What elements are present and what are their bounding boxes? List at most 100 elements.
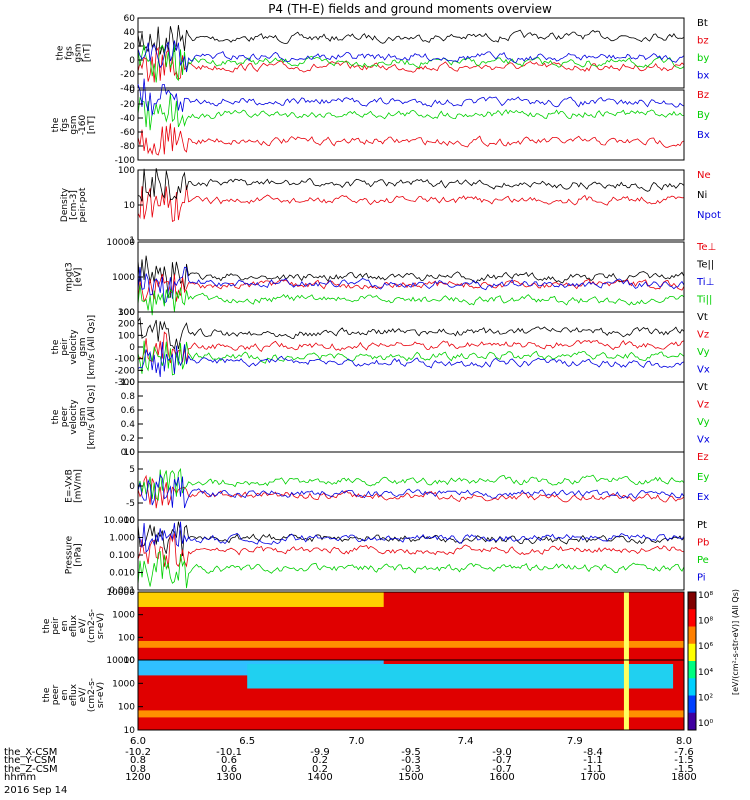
series-line-2 — [137, 331, 685, 364]
x-tick-label: -9.5 — [401, 747, 421, 758]
y-tick-label: 1 — [129, 236, 135, 246]
y-tick-label: 1.000 — [109, 534, 135, 544]
x-row-label: the_Y-CSM — [4, 755, 56, 766]
panel-2: 0 -20 -40 -60 -80 -100 the fgs gsm -160 [nT] Bz By Bx — [51, 78, 710, 166]
y-tick-label: 20 — [124, 42, 136, 52]
legend-entry: Ne — [697, 170, 711, 181]
colorbar-segment — [688, 678, 696, 696]
y-tick-label: 0.0 — [121, 448, 136, 458]
y-axis-label: peir — [51, 617, 61, 635]
y-tick-label: -100 — [115, 355, 136, 365]
panel-frame — [137, 89, 685, 161]
panel-9: 10000 1000 100 10 the peir en eflux eV/(cm2-s-sr… — [42, 588, 685, 666]
y-tick-label: 0.6 — [121, 406, 136, 416]
y-tick-label: -5 — [126, 499, 135, 509]
y-axis-label: en — [60, 620, 70, 631]
y-tick-label: -80 — [120, 142, 135, 152]
legend-entry: Te|| — [696, 260, 714, 271]
y-axis-label: peir-pot — [78, 187, 88, 222]
panel-10: 10000 1000 100 10 the peer en eflux eV/(cm2-s-sr… — [42, 656, 685, 736]
y-tick-label: 0.2 — [121, 434, 135, 444]
legend-entry: Ti⊥ — [696, 277, 714, 288]
x-tick-label: 6.0 — [130, 736, 146, 747]
y-tick-label: -300 — [115, 378, 136, 388]
x-row-label: hhmm — [4, 772, 36, 783]
series-line-3 — [137, 266, 685, 304]
legend-entry: Vt — [697, 382, 708, 393]
y-tick-label: 1000 — [112, 273, 135, 283]
x-axis-labels: 6.0 6.5 7.0 7.4 7.9 8.0 the_X-CSM -10.2 -10.1 -9.… — [4, 736, 697, 796]
y-axis-label: [nT] — [87, 116, 97, 134]
y-axis-label: eV/ — [78, 687, 88, 703]
legend-entry: Vy — [697, 417, 710, 428]
colorbar-frame — [687, 591, 697, 731]
panel-7: 10 5 0 -5 -10 E=-VxB [mV/m] Ez Ey Ex — [65, 448, 710, 526]
x-tick-label: 7.0 — [348, 736, 364, 747]
y-axis-label: velocity — [69, 329, 79, 365]
x-tick-label: -9.0 — [492, 747, 512, 758]
series-line-1 — [137, 25, 685, 55]
series-line-1 — [137, 474, 685, 509]
y-axis-label: gsm — [69, 115, 79, 134]
y-axis-label: Pressure — [65, 535, 75, 574]
y-axis-label: [mV/m] — [74, 469, 84, 503]
y-axis-label: eflux — [69, 683, 79, 706]
panel-frame — [137, 169, 685, 241]
x-tick-label: -1.1 — [583, 764, 603, 775]
legend-entry: Vy — [697, 347, 710, 358]
legend-entry: Vz — [697, 400, 709, 411]
panel-frame — [137, 451, 685, 521]
y-tick-label: 10000 — [106, 656, 135, 666]
y-axis-label: gsm — [78, 337, 88, 356]
legend-entry: bx — [697, 71, 709, 82]
y-tick-label: -40 — [120, 114, 135, 124]
y-tick-label: 0 — [129, 86, 135, 96]
colorbar-tick: 10⁸ — [698, 617, 713, 627]
y-tick-label: 0.001 — [109, 586, 135, 596]
panel-frame — [137, 311, 685, 383]
y-tick-label: 1000 — [112, 679, 135, 689]
x-tick-label: -0.7 — [492, 755, 512, 766]
y-tick-label: 10 — [124, 201, 136, 211]
y-tick-label: -10 — [120, 516, 135, 526]
y-axis-label: [eV] — [74, 268, 84, 287]
y-axis-label: [nPa] — [74, 543, 84, 566]
y-axis-label: the — [42, 687, 52, 702]
legend-entry: Vt — [697, 312, 708, 323]
y-tick-label: 10 — [124, 726, 136, 736]
y-tick-label: 60 — [124, 14, 136, 24]
legend-entry: Bz — [697, 90, 709, 101]
y-tick-label: 10000 — [106, 588, 135, 598]
y-axis-label: peer — [51, 684, 61, 705]
legend-entry: Vx — [697, 365, 710, 376]
x-tick-label: 0.8 — [130, 764, 146, 775]
panel-frame — [137, 519, 685, 591]
y-tick-label: -60 — [120, 128, 135, 138]
series-line-2 — [137, 93, 685, 131]
x-tick-label: 1800 — [671, 772, 696, 783]
spectrogram-spike — [623, 660, 629, 730]
y-axis-label: the — [51, 117, 61, 132]
x-tick-label: -10.2 — [125, 747, 151, 758]
y-tick-label: 10.000 — [104, 516, 136, 526]
colorbar-segment — [688, 626, 696, 645]
x-tick-label: -10.1 — [216, 747, 242, 758]
y-axis-label: [nT] — [83, 44, 93, 62]
x-tick-label: 0.8 — [130, 755, 146, 766]
panel-4: 10000 1000 100 mpgt3 [eV] Te⊥ Te|| Ti⊥ Ti|| — [65, 238, 717, 318]
series-line-2 — [137, 168, 685, 202]
colorbar-label: [eV/(cm²-s-str-eV)] (All Qs) — [731, 589, 740, 695]
legend-entry: bz — [697, 36, 709, 47]
y-axis-label: [cm-3] — [69, 190, 79, 220]
y-tick-label: 40 — [124, 28, 136, 38]
x-tick-label: 0.6 — [221, 755, 237, 766]
colorbar-segment — [688, 695, 696, 714]
x-tick-label: 1700 — [580, 772, 605, 783]
spectrogram-band-high — [138, 592, 384, 607]
y-tick-label: 0 — [129, 482, 135, 492]
legend-entry: Ey — [697, 472, 709, 483]
colorbar-segment — [688, 712, 696, 731]
